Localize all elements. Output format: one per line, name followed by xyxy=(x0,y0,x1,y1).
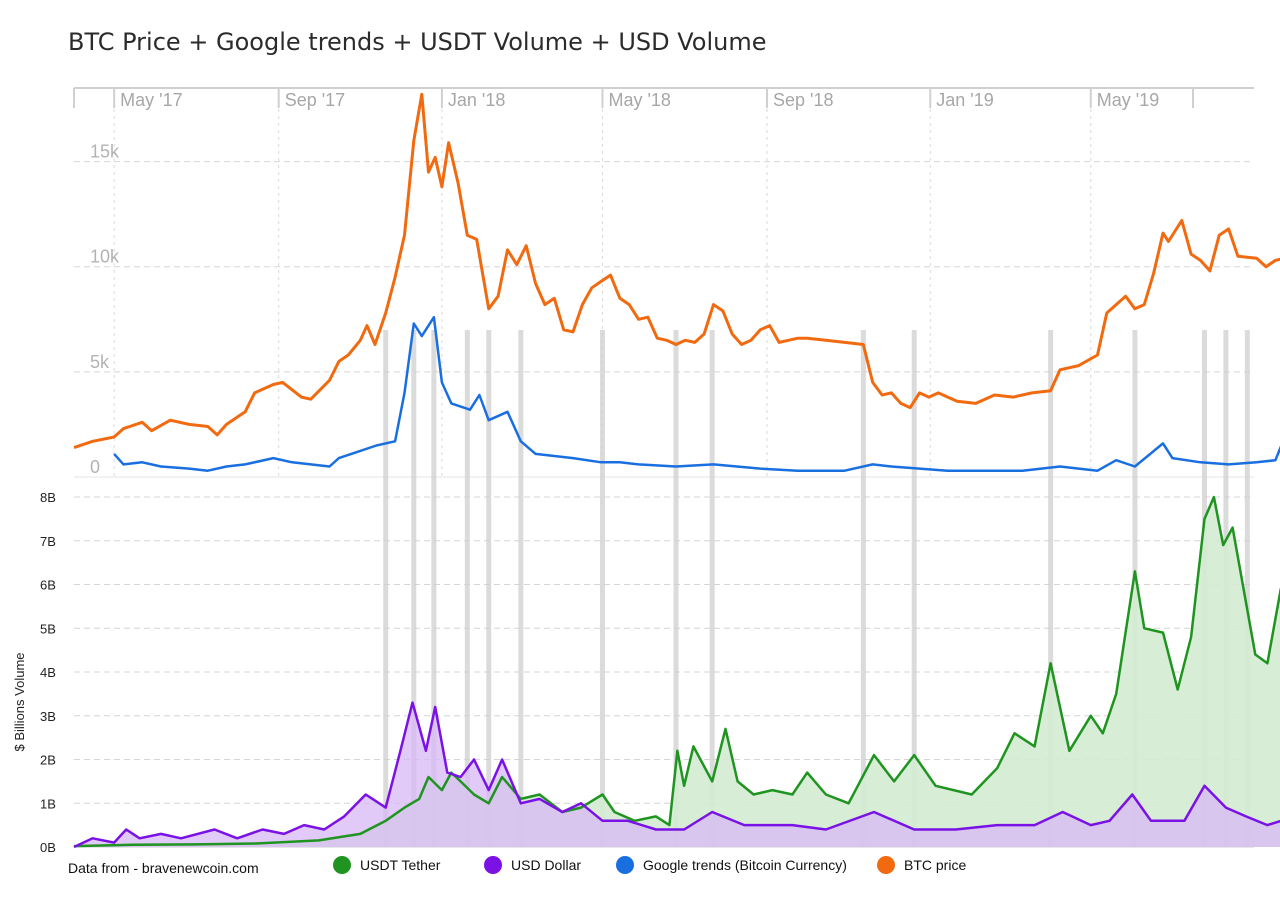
x-tick-label: Jan '19 xyxy=(936,90,993,110)
x-tick-label: Sep '18 xyxy=(773,90,834,110)
highlight-band xyxy=(464,330,470,847)
legend-label-usd: USD Dollar xyxy=(511,857,582,873)
highlight-band xyxy=(709,330,715,847)
price-tick-label: 15k xyxy=(90,142,120,162)
volume-tick-label: 8B xyxy=(40,490,56,505)
legend-dot-usdt xyxy=(333,856,351,874)
btc-price-series-line xyxy=(73,92,1280,450)
volume-tick-label: 3B xyxy=(40,709,56,724)
legend-label-usdt: USDT Tether xyxy=(360,857,441,873)
usdt-area xyxy=(74,497,1280,847)
legend-label-google: Google trends (Bitcoin Currency) xyxy=(643,857,847,873)
volume-tick-label: 6B xyxy=(40,578,56,593)
highlight-band xyxy=(518,330,524,847)
price-tick-label: 0 xyxy=(90,457,100,477)
legend-dot-btc xyxy=(877,856,895,874)
legend: Data from - bravenewcoin.com USDT Tether… xyxy=(0,856,1280,880)
x-tick-label: May '18 xyxy=(608,90,670,110)
x-tick-label: Sep '17 xyxy=(285,90,346,110)
legend-item-google[interactable]: Google trends (Bitcoin Currency) xyxy=(616,856,847,874)
legend-label-btc: BTC price xyxy=(904,857,967,873)
highlight-band xyxy=(486,330,492,847)
legend-item-usdt[interactable]: USDT Tether xyxy=(333,856,440,874)
highlight-band xyxy=(860,330,866,847)
legend-dot-google xyxy=(616,856,634,874)
volume-tick-label: 5B xyxy=(40,621,56,636)
chart-title: BTC Price + Google trends + USDT Volume … xyxy=(68,28,767,56)
highlight-band xyxy=(1244,330,1250,847)
google-trends-series-line xyxy=(113,315,1280,472)
legend-dot-usd xyxy=(484,856,502,874)
price-tick-label: 10k xyxy=(90,247,120,267)
volume-tick-label: 0B xyxy=(40,840,56,855)
highlight-band xyxy=(911,330,917,847)
usd-area xyxy=(74,702,1280,847)
volume-tick-label: 1B xyxy=(40,796,56,811)
highlight-band xyxy=(383,330,389,847)
series-lines xyxy=(73,92,1280,849)
highlight-band xyxy=(431,330,437,847)
x-tick-label: May '17 xyxy=(120,90,182,110)
axis-labels: May '17 Sep '17 Jan '18 May '18 Sep '18 Jan '… xyxy=(12,90,1159,855)
usd-series-line xyxy=(73,701,1280,849)
highlight-band xyxy=(673,330,679,847)
source-credit: Data from - bravenewcoin.com xyxy=(68,860,259,876)
volume-tick-label: 2B xyxy=(40,753,56,768)
highlight-band xyxy=(599,330,605,847)
volume-y-axis-label: $ Billions Volume xyxy=(12,653,27,752)
legend-item-btc[interactable]: BTC price xyxy=(877,856,966,874)
legend-item-usd[interactable]: USD Dollar xyxy=(484,856,581,874)
highlight-band xyxy=(1048,330,1054,847)
volume-tick-label: 7B xyxy=(40,534,56,549)
highlight-band xyxy=(411,330,417,847)
x-tick-label: Jan '18 xyxy=(448,90,505,110)
volume-areas xyxy=(74,497,1280,847)
volume-tick-label: 4B xyxy=(40,665,56,680)
x-tick-label: May '19 xyxy=(1097,90,1159,110)
price-tick-label: 5k xyxy=(90,352,110,372)
